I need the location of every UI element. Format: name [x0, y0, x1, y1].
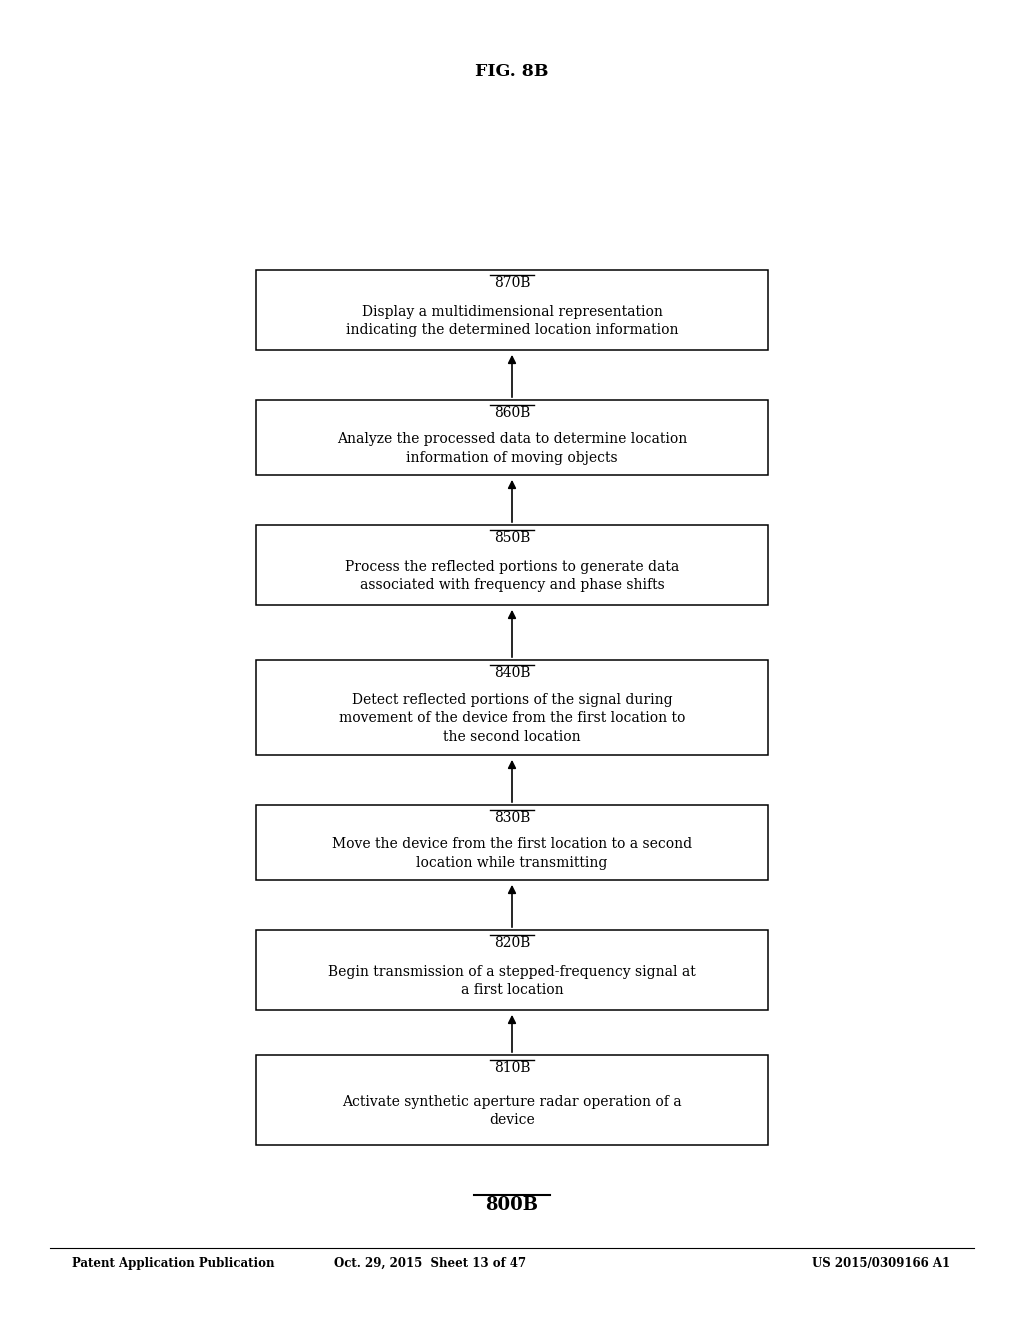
Text: 850B: 850B: [494, 531, 530, 545]
Bar: [256, 400, 768, 475]
Text: Patent Application Publication: Patent Application Publication: [72, 1257, 274, 1270]
Text: 860B: 860B: [494, 407, 530, 420]
Text: Activate synthetic aperture radar operation of a
device: Activate synthetic aperture radar operat…: [342, 1094, 682, 1127]
Bar: [256, 805, 768, 880]
Text: US 2015/0309166 A1: US 2015/0309166 A1: [812, 1257, 950, 1270]
Text: Begin transmission of a stepped-frequency signal at
a first location: Begin transmission of a stepped-frequenc…: [328, 965, 696, 997]
Bar: [256, 660, 768, 755]
Bar: [256, 931, 768, 1010]
Bar: [256, 1055, 768, 1144]
Text: 820B: 820B: [494, 936, 530, 950]
Text: FIG. 8B: FIG. 8B: [475, 63, 549, 81]
Text: Analyze the processed data to determine location
information of moving objects: Analyze the processed data to determine …: [337, 433, 687, 465]
Text: Detect reflected portions of the signal during
movement of the device from the f: Detect reflected portions of the signal …: [339, 693, 685, 744]
Text: 810B: 810B: [494, 1061, 530, 1074]
Text: 800B: 800B: [485, 1196, 539, 1214]
Text: Oct. 29, 2015  Sheet 13 of 47: Oct. 29, 2015 Sheet 13 of 47: [334, 1257, 526, 1270]
Text: Move the device from the first location to a second
location while transmitting: Move the device from the first location …: [332, 837, 692, 870]
Text: Process the reflected portions to generate data
associated with frequency and ph: Process the reflected portions to genera…: [345, 560, 679, 593]
Bar: [256, 271, 768, 350]
Text: Display a multidimensional representation
indicating the determined location inf: Display a multidimensional representatio…: [346, 305, 678, 337]
Text: 870B: 870B: [494, 276, 530, 290]
Text: 830B: 830B: [494, 810, 530, 825]
Bar: [256, 525, 768, 605]
Text: 840B: 840B: [494, 667, 530, 680]
